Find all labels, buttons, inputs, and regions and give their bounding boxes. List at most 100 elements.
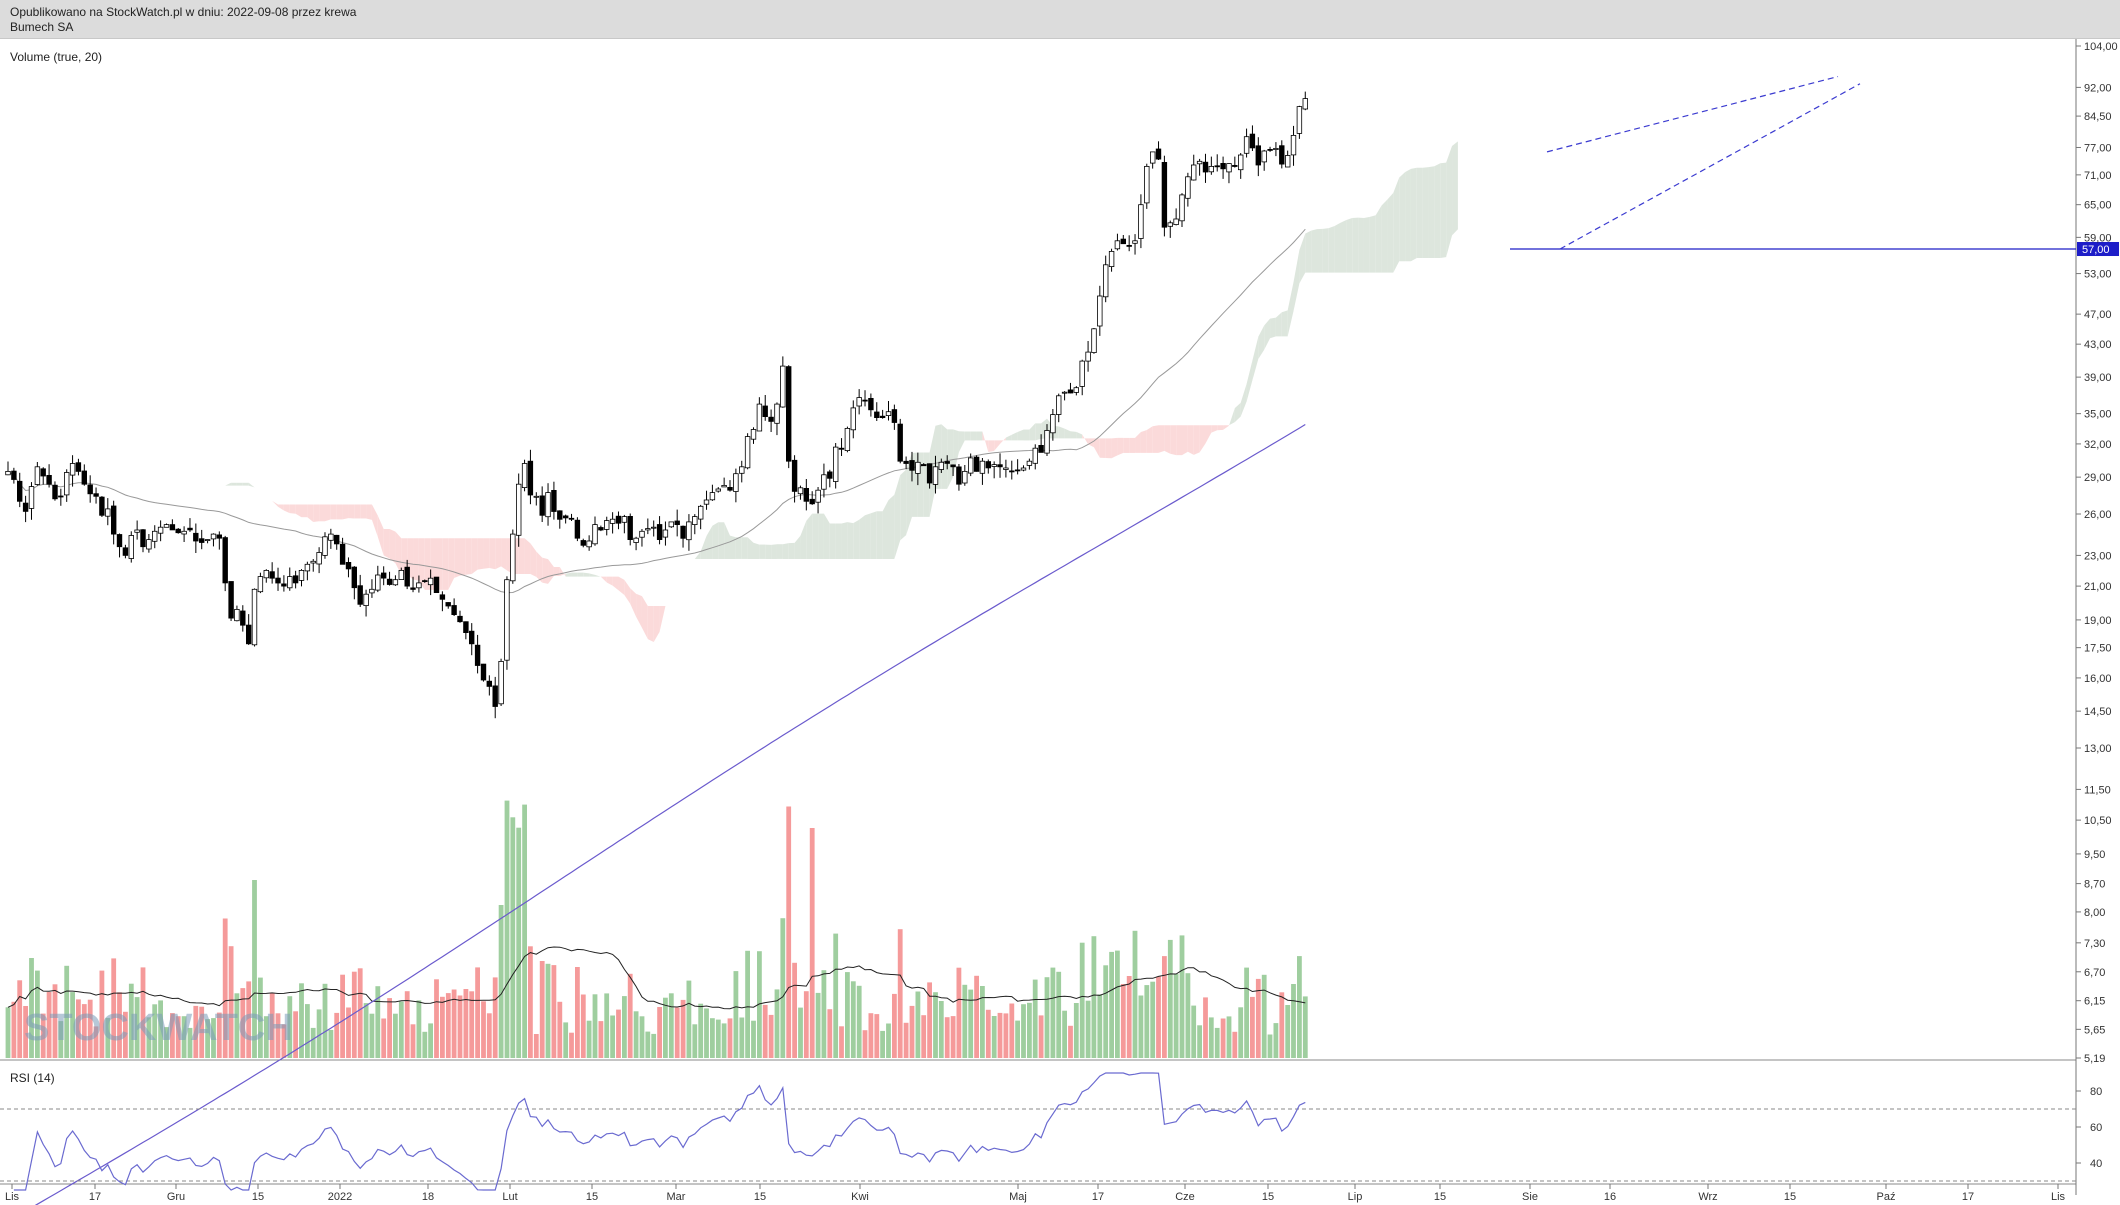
stock-chart[interactable]: 57,00 STOCKWATCH 104,00 92,00 84,50 77,00 71,…: [0, 39, 2120, 1205]
candle-body: [69, 463, 76, 476]
candle-body: [333, 534, 340, 545]
ichimoku-cloud-segment: [712, 522, 719, 559]
ichimoku-cloud-segment: [941, 424, 948, 489]
volume-bar: [604, 993, 610, 1058]
ichimoku-cloud-segment: [231, 482, 237, 486]
candle-body: [938, 461, 944, 470]
volume-bar: [639, 1016, 645, 1058]
candle-body: [163, 524, 170, 528]
candle-body: [116, 534, 123, 548]
candle-body: [111, 505, 117, 535]
volume-bar: [363, 1003, 369, 1058]
candle-body: [909, 460, 915, 471]
volume-bar: [181, 1016, 187, 1058]
ichimoku-cloud-segment: [236, 482, 243, 486]
volume-bar: [1027, 1002, 1032, 1058]
candle-body: [1267, 148, 1273, 151]
ichimoku-cloud-segment: [1064, 428, 1071, 439]
volume-bar: [980, 986, 985, 1058]
rsi-tick-label: 80: [2090, 1086, 2102, 1098]
volume-bar: [40, 1013, 46, 1058]
ichimoku-cloud-segment: [360, 504, 367, 519]
volume-bar: [428, 1023, 433, 1058]
ichimoku-cloud-segment: [248, 482, 255, 488]
ichimoku-cloud-segment: [612, 576, 619, 591]
x-tick-label: 2022: [328, 1191, 352, 1203]
volume-bar: [211, 1018, 216, 1058]
volume-bar: [357, 968, 363, 1058]
ichimoku-cloud-segment: [788, 542, 795, 559]
candle-body: [985, 461, 991, 469]
candle-body: [1196, 160, 1203, 165]
volume-bar: [698, 1003, 704, 1058]
ichimoku-cloud-segment: [1240, 384, 1247, 417]
volume-bar: [1203, 997, 1208, 1058]
top-bar: Opublikowano na StockWatch.pl w dniu: 20…: [0, 0, 2120, 39]
ichimoku-cloud-segment: [278, 504, 284, 511]
ichimoku-cloud-segment: [1246, 360, 1253, 402]
candle-body: [850, 407, 856, 431]
ichimoku-cloud-segment: [600, 576, 607, 583]
volume-bar: [563, 1022, 569, 1058]
volume-bar: [322, 983, 328, 1058]
volume-bar: [1302, 996, 1308, 1058]
volume-bar: [416, 1000, 422, 1058]
volume-bar: [962, 984, 968, 1058]
ichimoku-cloud-segment: [706, 525, 713, 559]
volume-bar: [1115, 950, 1120, 1058]
candle-body: [891, 409, 898, 423]
ichimoku-cloud-segment: [1428, 166, 1435, 259]
ichimoku-cloud-segment: [735, 537, 742, 559]
candle-body: [228, 581, 234, 619]
candle-body: [316, 552, 322, 565]
volume-bar: [1297, 956, 1302, 1058]
x-tick-label: Cze: [1175, 1191, 1195, 1203]
ichimoku-cloud-segment: [1035, 423, 1042, 441]
candle-body: [81, 470, 87, 485]
ichimoku-cloud-segment: [1311, 229, 1318, 273]
volume-bar: [504, 800, 510, 1058]
volume-bar: [856, 985, 862, 1058]
volume-bar: [287, 996, 293, 1058]
volume-bar: [375, 986, 381, 1058]
price-tick-label: 5,19: [2084, 1053, 2105, 1065]
price-tick-label: 6,70: [2084, 967, 2105, 979]
volume-bar: [1261, 974, 1267, 1058]
volume-bar: [117, 992, 122, 1058]
volume-bar: [1038, 1015, 1044, 1058]
trendline-upper: [1546, 75, 1839, 153]
candle-body: [797, 487, 804, 495]
candle-body: [1020, 467, 1027, 471]
x-tick-label: 15: [1262, 1191, 1274, 1203]
volume-bar: [668, 993, 674, 1058]
volume-bar: [328, 1029, 334, 1058]
candle-body: [721, 484, 727, 488]
volume-bar: [1226, 1016, 1232, 1058]
price-tick-label: 5,65: [2084, 1024, 2105, 1036]
watermark: STOCKWATCH: [24, 1007, 293, 1049]
candle-body: [416, 582, 422, 589]
published-info: Opublikowano na StockWatch.pl w dniu: 20…: [10, 5, 357, 19]
candle-body: [433, 576, 440, 593]
candle-body: [580, 540, 586, 546]
volume-bar: [346, 1007, 351, 1058]
ichimoku-cloud-segment: [1170, 425, 1177, 456]
ichimoku-cloud-segment: [1082, 434, 1089, 445]
candle-body: [1249, 133, 1256, 149]
ichimoku-cloud-segment: [964, 431, 971, 441]
candle-body: [16, 480, 23, 502]
candle-body: [698, 505, 704, 520]
candle-body: [1026, 460, 1033, 466]
volume-bar: [492, 977, 498, 1058]
candle-body: [1279, 145, 1285, 165]
candle-body: [463, 621, 469, 634]
candle-body: [756, 403, 763, 432]
ichimoku-cloud-segment: [747, 537, 754, 559]
ichimoku-cloud-segment: [994, 440, 1001, 451]
volume-bar: [64, 965, 70, 1058]
volume-bar: [234, 993, 240, 1058]
candle-body: [516, 483, 522, 536]
candle-body: [1061, 391, 1068, 394]
ichimoku-cloud-segment: [1340, 220, 1347, 273]
ichimoku-cloud-segment: [495, 538, 502, 570]
